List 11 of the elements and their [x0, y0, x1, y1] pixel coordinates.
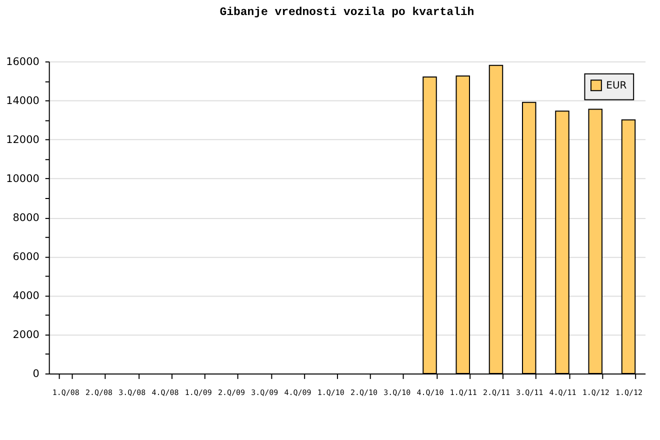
y-tick-label: 4000: [12, 290, 40, 302]
y-tick-label: 0: [32, 368, 40, 380]
y-tick-label: 8000: [12, 212, 40, 224]
legend-label: EUR: [606, 80, 627, 92]
y-tick-label: 2000: [12, 328, 40, 341]
y-tick-label: 16000: [6, 56, 40, 68]
y-tick-label: 14000: [6, 94, 40, 107]
y-tick-label: 10000: [6, 172, 40, 185]
y-tick-label: 6000: [12, 250, 40, 263]
chart-title: Gibanje vrednosti vozila po kvartalih: [220, 6, 474, 20]
y-tick-label: 12000: [6, 134, 40, 146]
